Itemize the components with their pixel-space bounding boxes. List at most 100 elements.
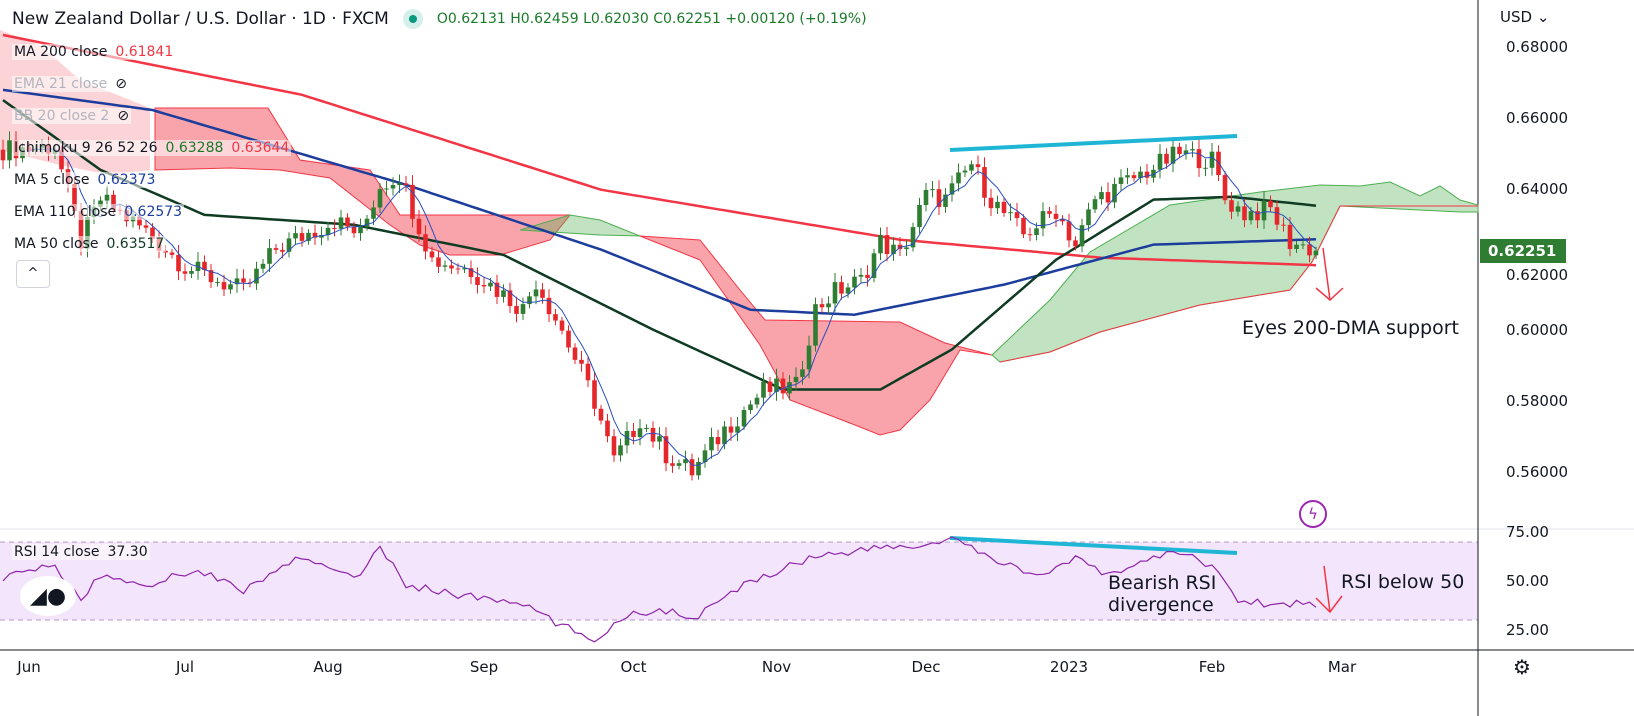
- rsi-below-annotation: RSI below 50: [1341, 571, 1465, 593]
- candle-body: [962, 170, 968, 173]
- candle-body: [1014, 212, 1020, 219]
- candle-body: [104, 194, 110, 201]
- candle-body: [1222, 175, 1228, 201]
- settings-gear-icon[interactable]: ⚙: [1513, 655, 1531, 679]
- candle-body: [819, 304, 825, 308]
- candle-body: [182, 271, 188, 274]
- legend-ema21[interactable]: EMA 21 close ⊘: [12, 76, 130, 92]
- candle-body: [598, 408, 604, 421]
- candle-body: [111, 194, 116, 210]
- candle-body: [1216, 151, 1221, 176]
- candle-body: [234, 278, 240, 285]
- ma200-line: [2, 33, 1317, 267]
- legend-label: MA 5 close: [14, 172, 90, 188]
- price-tick: 0.60000: [1506, 321, 1569, 340]
- candle-body: [527, 296, 532, 305]
- candle-body: [1281, 224, 1286, 226]
- legend-ichimoku[interactable]: Ichimoku 9 26 52 26 0.63288 0.63644: [12, 140, 292, 156]
- annotation-line: Bearish RSI: [1108, 572, 1217, 594]
- eye-off-icon[interactable]: ⊘: [115, 76, 128, 92]
- candle-body: [436, 257, 441, 267]
- candle-body: [1008, 212, 1013, 214]
- candle-body: [728, 426, 734, 433]
- time-tick: Sep: [469, 658, 499, 676]
- candle-body: [891, 244, 896, 255]
- candle-body: [930, 189, 935, 191]
- candle-body: [689, 459, 695, 476]
- candle-body: [637, 428, 643, 437]
- price-tick: 0.62000: [1506, 265, 1569, 284]
- candle-body: [553, 314, 558, 321]
- eye-off-icon[interactable]: ⊘: [117, 108, 130, 124]
- candle-body: [1151, 169, 1156, 178]
- legend-bb20[interactable]: BB 20 close 2 ⊘: [12, 108, 132, 124]
- candle-body: [1060, 218, 1065, 222]
- ma5-line: [28, 148, 1317, 466]
- candle-body: [293, 233, 298, 239]
- candle-body: [1021, 218, 1026, 235]
- candle-body: [358, 226, 363, 234]
- legend-ma5[interactable]: MA 5 close 0.62373: [12, 172, 158, 188]
- candle-body: [442, 265, 448, 267]
- candle-body: [988, 197, 994, 209]
- down-arrow-icon: [1315, 247, 1344, 302]
- legend-value: 0.63517: [106, 236, 165, 252]
- candle-body: [1001, 201, 1007, 213]
- time-tick: Aug: [313, 658, 343, 676]
- legend-label: EMA 21 close: [14, 76, 108, 92]
- legend-rsi[interactable]: RSI 14 close 37.30: [12, 544, 150, 560]
- legend-value: 0.62373: [97, 172, 156, 188]
- symbol-title[interactable]: New Zealand Dollar / U.S. Dollar · 1D · …: [12, 9, 389, 29]
- candle-body: [351, 226, 357, 234]
- legend-label: Ichimoku 9 26 52 26: [14, 140, 158, 156]
- lightning-icon[interactable]: ϟ: [1299, 500, 1327, 528]
- last-price-label: 0.62251: [1480, 238, 1566, 263]
- candle-body: [657, 436, 662, 442]
- candle-body: [137, 216, 142, 226]
- candle-body: [273, 248, 279, 250]
- candle-body: [839, 282, 844, 294]
- candle-body: [429, 251, 435, 258]
- candle-body: [1177, 146, 1182, 154]
- support-annotation: Eyes 200-DMA support: [1242, 317, 1460, 339]
- candle-body: [975, 164, 981, 168]
- collapse-legend-button[interactable]: ^: [16, 260, 50, 288]
- candle-body: [85, 217, 90, 249]
- price-tick: 0.64000: [1506, 179, 1569, 198]
- candle-body: [390, 185, 396, 189]
- candle-body: [325, 227, 331, 236]
- legend-ema110[interactable]: EMA 110 close 0.62573: [12, 204, 185, 220]
- candle-body: [1053, 213, 1059, 219]
- time-tick: Jun: [17, 658, 41, 676]
- legend-ma50[interactable]: MA 50 close 0.63517: [12, 236, 167, 252]
- candle-body: [455, 268, 461, 270]
- candle-body: [371, 207, 376, 219]
- candle-body: [735, 426, 740, 433]
- candle-body: [611, 436, 617, 456]
- rsi-band: [0, 542, 1478, 620]
- candle-body: [202, 261, 207, 271]
- legend-ma200[interactable]: MA 200 close 0.61841: [12, 44, 176, 60]
- candle-body: [1196, 149, 1202, 169]
- rsi-divergence-annotation: Bearish RSI divergence: [1108, 572, 1216, 616]
- candle-body: [1203, 167, 1208, 169]
- candle-body: [793, 376, 799, 383]
- chart-header: New Zealand Dollar / U.S. Dollar · 1D · …: [12, 9, 867, 29]
- candle-body: [1112, 183, 1117, 203]
- candle-body: [462, 268, 467, 270]
- candle-body: [312, 232, 318, 238]
- candle-body: [722, 426, 727, 445]
- candle-body: [488, 282, 493, 287]
- candle-body: [1294, 244, 1299, 250]
- candle-body: [514, 306, 519, 314]
- candle-body: [904, 247, 909, 250]
- candle-body: [520, 304, 526, 314]
- market-status-icon: [402, 9, 423, 29]
- candle-body: [280, 249, 285, 252]
- candle-body: [78, 211, 84, 249]
- currency-selector[interactable]: USD ⌄: [1500, 8, 1550, 26]
- candle-body: [585, 363, 591, 381]
- candle-body: [247, 282, 253, 284]
- candle-body: [774, 378, 779, 392]
